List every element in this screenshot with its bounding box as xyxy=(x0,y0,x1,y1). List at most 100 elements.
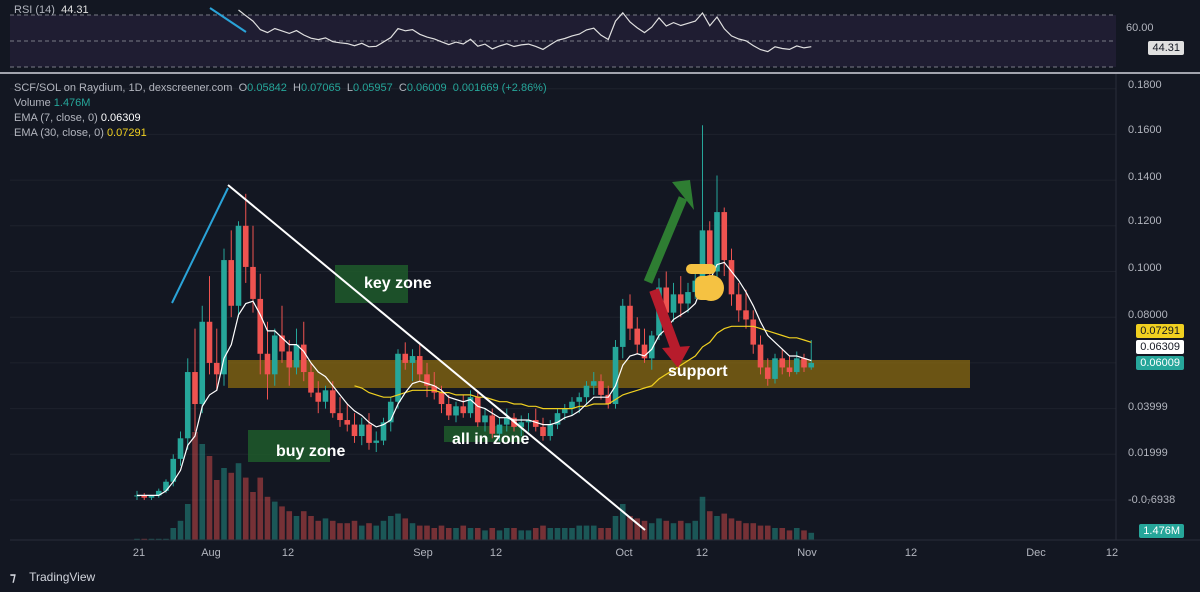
x-tick-label: 12 xyxy=(282,547,294,559)
volume-bar xyxy=(358,525,365,540)
candle-body xyxy=(583,385,590,398)
candle xyxy=(402,342,409,370)
candle xyxy=(315,381,322,414)
support-label: support xyxy=(668,363,728,380)
candle-body xyxy=(489,415,496,434)
candle xyxy=(351,413,358,443)
volume-bar xyxy=(221,468,227,540)
candle-body xyxy=(453,406,459,416)
open-value: 0.05842 xyxy=(247,82,287,94)
candle xyxy=(264,321,271,400)
volume-bar xyxy=(598,528,604,540)
y-tick-label: 0.1400 xyxy=(1128,171,1162,183)
tradingview-brand[interactable]: ⁊ TradingView xyxy=(10,570,95,584)
candle xyxy=(416,344,423,382)
candle xyxy=(445,394,452,421)
volume-bar xyxy=(250,492,256,540)
volume-bar xyxy=(482,530,488,540)
candle xyxy=(685,282,691,313)
candle xyxy=(395,349,401,409)
candle-body xyxy=(619,305,626,347)
candle xyxy=(329,381,336,418)
volume-bar xyxy=(351,520,358,540)
candle-body xyxy=(801,358,807,368)
symbol-title[interactable]: SCF/SOL on Raydium, 1D, dexscreener.com xyxy=(14,82,233,94)
candle-body xyxy=(677,294,684,304)
candle xyxy=(772,353,778,384)
volume-bar xyxy=(779,528,786,540)
high-value: 0.07065 xyxy=(301,82,341,94)
candle-body xyxy=(503,417,510,425)
candle-body xyxy=(576,397,583,402)
change-value: 0.001669 (+2.86%) xyxy=(452,82,547,94)
ema30-line xyxy=(354,325,812,410)
candle-body xyxy=(409,356,416,363)
candle-body xyxy=(387,401,394,423)
candle xyxy=(228,230,235,318)
volume-bar xyxy=(395,513,401,540)
volume-bar xyxy=(293,516,300,540)
candle xyxy=(242,193,249,283)
candle-body xyxy=(648,335,655,359)
volume-bar xyxy=(141,538,148,540)
buy-zone-label: buy zone xyxy=(276,443,346,460)
volume-bar xyxy=(670,523,677,540)
candle xyxy=(735,282,742,322)
candle xyxy=(141,493,148,500)
candle xyxy=(503,408,510,432)
x-tick-label: Aug xyxy=(201,547,221,559)
candle-body xyxy=(351,424,358,437)
candle-body xyxy=(373,440,380,443)
ema30-legend[interactable]: EMA (30, close, 0) 0.07291 xyxy=(14,127,147,139)
tradingview-logo-icon: ⁊ xyxy=(10,570,16,584)
candle-body xyxy=(735,294,742,311)
candle-body xyxy=(235,225,242,306)
ema30-price-tag: 0.07291 xyxy=(1136,324,1184,338)
ema7-legend[interactable]: EMA (7, close, 0) 0.06309 xyxy=(14,112,141,124)
candle xyxy=(670,282,677,322)
rsi-line xyxy=(238,9,812,53)
rsi-trendline xyxy=(209,7,247,33)
volume-bar xyxy=(300,511,307,540)
volume-bar xyxy=(808,532,815,540)
candle-body xyxy=(257,298,264,354)
candle-body xyxy=(670,294,677,313)
low-value: 0.05957 xyxy=(353,82,393,94)
x-tick-label: 12 xyxy=(1106,547,1118,559)
candle-body xyxy=(772,358,778,379)
candle xyxy=(213,328,220,391)
candle xyxy=(714,175,720,279)
volume-bar xyxy=(685,523,691,540)
volume-bar xyxy=(612,516,619,540)
candle-body xyxy=(779,358,786,368)
candle-body xyxy=(547,424,554,437)
candle xyxy=(184,358,191,450)
ema7-price-tag: 0.06309 xyxy=(1136,340,1184,354)
volume-bar xyxy=(438,525,445,540)
candle-body xyxy=(380,422,387,441)
rsi-level-60: 60.00 xyxy=(1126,22,1154,34)
candle-body xyxy=(467,397,474,414)
candle xyxy=(554,408,561,430)
volume-bar xyxy=(409,523,416,540)
volume-bar xyxy=(554,528,561,540)
x-tick-label: 21 xyxy=(133,547,145,559)
candle-body xyxy=(308,372,314,393)
volume-bar xyxy=(271,501,278,540)
volume-bar xyxy=(489,528,496,540)
volume-bar xyxy=(242,477,249,540)
volume-bar xyxy=(424,525,430,540)
candle-body xyxy=(438,392,445,405)
candle-body xyxy=(395,353,401,402)
candle xyxy=(677,276,684,318)
candle xyxy=(322,385,329,409)
x-tick-label: Oct xyxy=(615,547,632,559)
volume-bar xyxy=(315,520,322,540)
candle xyxy=(453,401,459,423)
candle xyxy=(547,420,554,441)
candle xyxy=(619,298,626,359)
close-value: 0.06009 xyxy=(406,82,447,94)
volume-legend[interactable]: Volume 1.476M xyxy=(14,97,91,109)
